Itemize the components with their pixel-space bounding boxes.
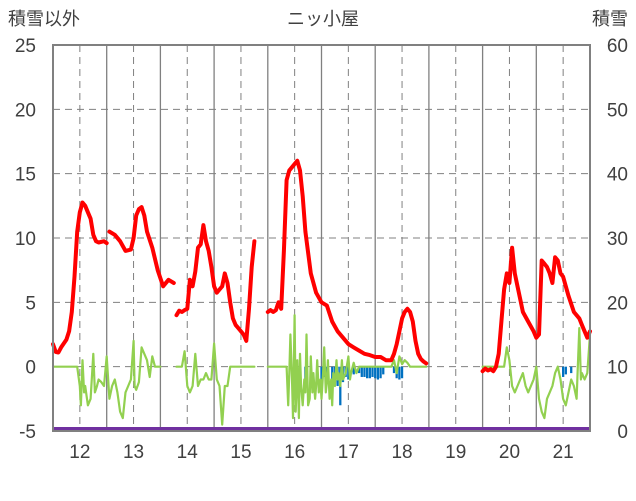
x-tick-label: 17 <box>338 442 359 463</box>
precip-bar <box>357 366 361 374</box>
precip-bar <box>360 366 363 377</box>
y-left-tick-label: 5 <box>25 293 36 314</box>
frame-layer <box>52 44 591 432</box>
x-tick-label: 16 <box>284 442 305 463</box>
snow-depth-line <box>107 205 176 289</box>
grid-layer <box>53 45 590 431</box>
data-layer <box>51 158 592 426</box>
precip-bar <box>400 366 404 379</box>
temperature-line <box>266 314 428 420</box>
precip-bar <box>379 366 382 379</box>
y-left-tick-label: -5 <box>19 422 36 443</box>
y-right-tick-label: 20 <box>607 293 628 314</box>
y-left-tick-label: 0 <box>25 358 36 379</box>
precip-bar <box>347 366 350 380</box>
y-right-tick-label: 60 <box>607 36 628 57</box>
y-right-tick-label: 0 <box>617 422 628 443</box>
precip-bar <box>564 366 567 375</box>
precip-bar <box>570 366 573 374</box>
x-tick-label: 12 <box>69 442 90 463</box>
precip-bar <box>374 366 377 379</box>
precip-bar <box>382 366 385 375</box>
x-tick-label: 15 <box>230 442 251 463</box>
snow-depth-line <box>265 158 429 366</box>
temperature-line <box>51 339 162 420</box>
precip-bar <box>368 366 371 379</box>
x-tick-label: 19 <box>445 442 466 463</box>
y-right-tick-label: 10 <box>607 358 628 379</box>
x-tick-label: 20 <box>499 442 520 463</box>
y-right-tick-label: 50 <box>607 100 628 121</box>
y-right-tick-label: 40 <box>607 165 628 186</box>
chart-title: ニッ小屋 <box>287 9 359 30</box>
precip-bar <box>352 366 355 375</box>
x-tick-label: 21 <box>553 442 574 463</box>
precip-bar <box>366 366 369 379</box>
precip-bar <box>398 366 401 380</box>
temperature-line <box>175 342 256 426</box>
plot-frame <box>52 44 591 432</box>
precip-bar <box>371 366 374 377</box>
precip-bar <box>320 366 323 390</box>
x-tick-label: 13 <box>123 442 144 463</box>
x-tick-label: 14 <box>177 442 199 463</box>
precip-bar <box>363 366 366 377</box>
y-right-tick-label: 30 <box>607 229 628 250</box>
precip-bar <box>562 366 565 377</box>
y-right-axis-title: 積雪 <box>592 9 628 30</box>
snow-depth-line <box>480 245 592 374</box>
y-left-tick-label: 25 <box>15 36 36 57</box>
y-left-tick-label: 15 <box>15 165 36 186</box>
snow-depth-line <box>174 223 257 343</box>
y-left-tick-label: 20 <box>15 100 36 121</box>
x-tick-label: 18 <box>391 442 412 463</box>
y-left-axis-title: 積雪以外 <box>8 9 80 30</box>
precip-bar <box>392 366 396 374</box>
temperature-line <box>481 327 592 420</box>
snow-depth-line <box>51 200 109 355</box>
y-left-tick-label: 10 <box>15 229 36 250</box>
precip-bar <box>376 366 380 380</box>
